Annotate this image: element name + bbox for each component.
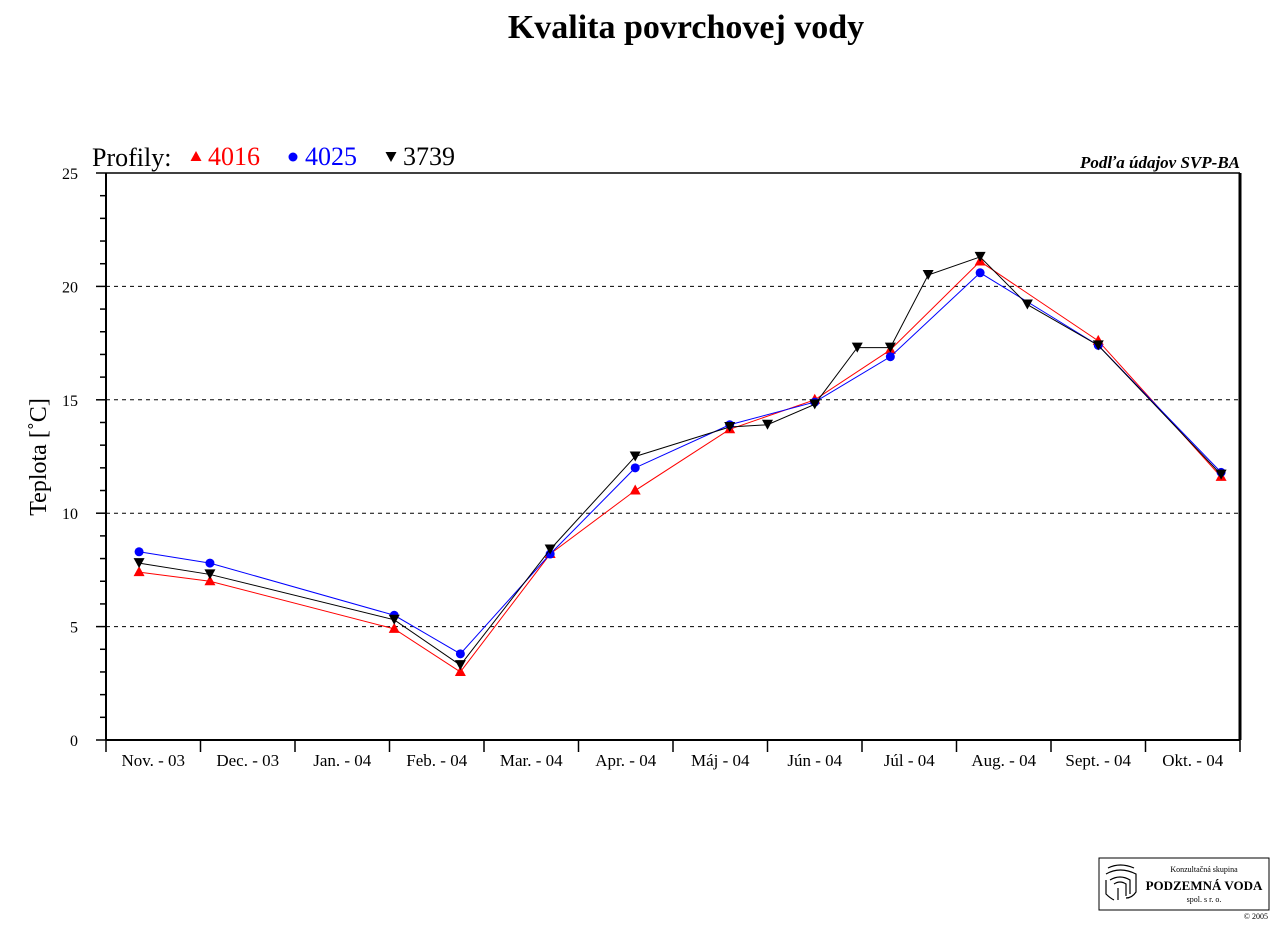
data-point-3739 [1092, 340, 1104, 351]
data-point-3739 [974, 251, 986, 262]
data-point-4025 [134, 547, 144, 557]
data-point-3739 [133, 558, 145, 569]
grid [106, 285, 1240, 628]
data-point-3739 [1021, 299, 1033, 310]
data-point-4016 [454, 665, 466, 676]
data-point-4016 [629, 484, 641, 495]
series-3739 [133, 251, 1227, 671]
y-axis-label: Teplota [˚C] [26, 398, 52, 516]
x-tick-label: Mar. - 04 [500, 751, 563, 770]
series-4025 [134, 268, 1226, 659]
y-tick-label: 20 [62, 279, 78, 296]
legend-label-4016: 4016 [208, 142, 260, 171]
data-point-3739 [851, 342, 863, 353]
legend-marker-4016 [190, 151, 202, 161]
series-line-4025 [138, 272, 1222, 655]
x-tick-label: Nov. - 03 [121, 751, 185, 770]
data-point-3739 [388, 614, 400, 625]
y-tick-label: 5 [70, 620, 78, 637]
legend: Profily: 4016 4025 3739 [92, 142, 455, 172]
data-point-3739 [884, 342, 896, 353]
x-tick-label: Aug. - 04 [971, 751, 1036, 770]
data-point-3739 [1215, 469, 1227, 480]
x-tick-label: Dec. - 03 [216, 751, 279, 770]
x-ticks: Nov. - 03 Dec. - 03 Jan. - 04 Feb. - 04 Mar.… [105, 740, 1241, 770]
legend-marker-4025 [288, 152, 298, 162]
data-point-4025 [885, 352, 895, 362]
x-tick-label: Feb. - 04 [406, 751, 467, 770]
series-line-4016 [139, 260, 1222, 673]
x-tick-label: Sept. - 04 [1065, 751, 1131, 770]
y-tick-label: 10 [62, 506, 78, 523]
logo-line-1: Konzultačná skupina [1170, 865, 1238, 874]
x-tick-label: Jan. - 04 [313, 751, 372, 770]
company-logo: Konzultačná skupina PODZEMNÁ VODA spol. … [1098, 857, 1270, 921]
x-tick-label: Okt. - 04 [1162, 751, 1223, 770]
axes [105, 172, 1242, 741]
data-point-4025 [630, 463, 640, 473]
y-tick-label: 25 [62, 166, 78, 183]
data-point-3739 [454, 660, 466, 671]
data-point-4025 [205, 558, 215, 568]
legend-label-4025: 4025 [305, 142, 357, 171]
chart-title: Kvalita povrchovej vody [508, 9, 864, 46]
series-group [133, 251, 1227, 676]
y-tick-label: 0 [70, 733, 78, 750]
data-point-4016 [388, 622, 400, 633]
series-line-3739 [138, 256, 1222, 666]
x-tick-label: Apr. - 04 [595, 751, 656, 770]
data-point-4016 [133, 566, 145, 577]
y-ticks: 0 5 10 15 20 25 [62, 166, 106, 750]
data-point-3739 [204, 569, 216, 580]
data-point-4025 [455, 649, 465, 659]
data-point-3739 [629, 451, 641, 462]
logo-frame [1098, 857, 1270, 911]
data-point-3739 [724, 422, 736, 433]
data-point-3739 [544, 544, 556, 555]
legend-label-3739: 3739 [403, 142, 455, 171]
source-note: Podľa údajov SVP-BA [1079, 153, 1240, 172]
logo-line-3: spol. s r. o. [1187, 895, 1222, 904]
legend-marker-3739 [385, 152, 397, 162]
series-4016 [133, 255, 1227, 676]
logo-copyright: © 2005 [1244, 912, 1268, 921]
data-point-4025 [975, 268, 985, 278]
legend-prefix: Profily: [92, 143, 171, 172]
logo-line-2: PODZEMNÁ VODA [1146, 878, 1263, 893]
data-point-4016 [204, 575, 216, 586]
y-tick-label: 15 [62, 393, 78, 410]
data-point-3739 [809, 399, 821, 410]
x-tick-label: Máj - 04 [691, 751, 750, 770]
x-tick-label: Júl - 04 [884, 751, 936, 770]
data-point-3739 [922, 270, 934, 281]
x-tick-label: Jún - 04 [787, 751, 842, 770]
data-point-3739 [762, 419, 773, 430]
fingerprint-icon [1105, 864, 1137, 901]
